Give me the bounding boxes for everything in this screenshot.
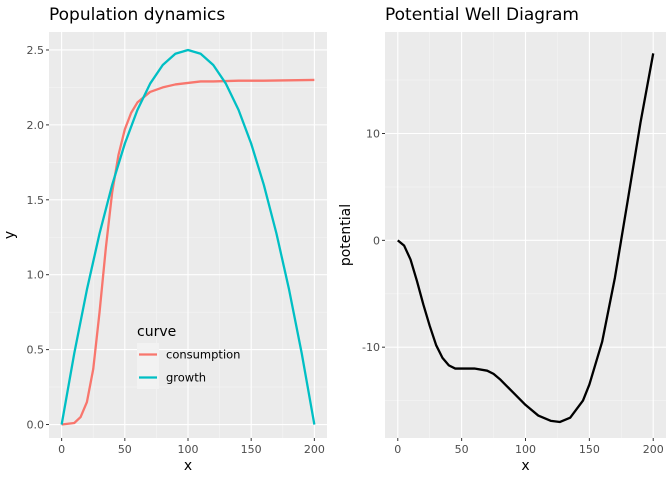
y-axis-title: potential xyxy=(338,204,354,266)
y-tick-label: 2.0 xyxy=(27,119,45,132)
chart-panel-1: 0 50 100 150 200 0.0 0.5 1.0 1.5 2.0 2.5 Population… xyxy=(2,5,327,474)
y-tick-label: 10 xyxy=(366,128,380,141)
y-tick-label: 1.5 xyxy=(27,194,45,207)
x-tick-label: 150 xyxy=(579,443,600,456)
x-axis-title: x xyxy=(184,458,192,474)
series-line-potential xyxy=(397,53,655,424)
legend: curve consumption growth xyxy=(137,324,240,389)
y-tick-label: 0.0 xyxy=(27,419,45,432)
chart-title: Potential Well Diagram xyxy=(385,5,579,25)
y-tick-label: 0 xyxy=(373,234,380,247)
legend-title: curve xyxy=(137,324,176,340)
y-tick-label: -10 xyxy=(362,341,380,354)
y-tick-label: 2.5 xyxy=(27,44,45,57)
y-axis-title: y xyxy=(2,231,18,239)
series-line-growth xyxy=(60,48,316,425)
y-tick-label: 1.0 xyxy=(27,269,45,282)
series-line-consumption xyxy=(61,78,315,426)
x-tick-label: 50 xyxy=(118,443,132,456)
x-tick-label: 100 xyxy=(515,443,536,456)
legend-label-growth: growth xyxy=(166,371,206,385)
x-tick-label: 0 xyxy=(394,443,401,456)
chart-title: Population dynamics xyxy=(49,5,225,25)
y-tick-label: 0.5 xyxy=(27,344,45,357)
x-tick-label: 50 xyxy=(455,443,469,456)
x-tick-label: 200 xyxy=(643,443,664,456)
x-axis-title: x xyxy=(521,458,529,474)
chart-panel-2: 0 50 100 150 200 -10 0 10 Potential Well Diagram… xyxy=(338,5,666,474)
x-tick-label: 150 xyxy=(241,443,262,456)
x-tick-label: 100 xyxy=(178,443,199,456)
legend-label-consumption: consumption xyxy=(166,348,240,362)
x-tick-label: 0 xyxy=(58,443,65,456)
x-tick-label: 200 xyxy=(304,443,325,456)
